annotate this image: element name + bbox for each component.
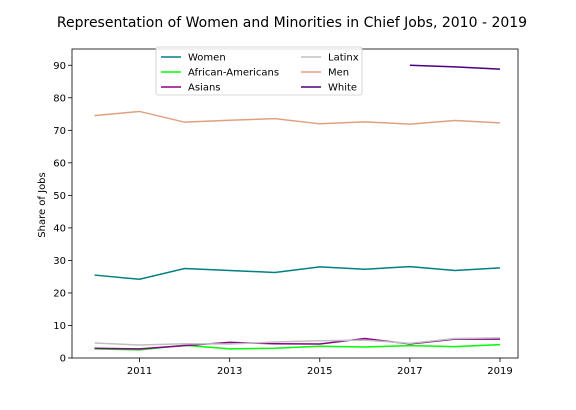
series-line-latinx (94, 337, 500, 346)
legend-box (155, 46, 363, 96)
y-tick-label: 50 (53, 191, 66, 202)
y-tick-label: 40 (53, 223, 66, 234)
x-tick-label: 2017 (397, 366, 422, 377)
y-tick-label: 80 (53, 93, 66, 104)
y-tick-label: 0 (60, 354, 66, 365)
y-tick-label: 60 (53, 158, 66, 169)
y-tick-label: 20 (53, 288, 66, 299)
plot-area: 0 10 20 30 40 50 60 70 80 90 2011 2013 2015 2017 2019 (53, 48, 519, 377)
chart-title: Representation of Women and Minorities i… (57, 15, 527, 31)
x-tick-label: 2019 (487, 366, 512, 377)
y-tick-label: 70 (53, 126, 66, 137)
series-line-men (94, 110, 501, 125)
legend-label-asians: Asians (188, 83, 221, 94)
legend-label-latinx: Latinx (328, 53, 359, 64)
y-tick-label: 10 (53, 321, 66, 332)
y-tick-label: 30 (53, 256, 66, 267)
legend-label-men: Men (328, 68, 349, 79)
y-axis-label: Share of Jobs (37, 172, 48, 237)
y-tick-label: 90 (53, 61, 66, 72)
legend-label-white: White (328, 83, 357, 94)
legend-label-women: Women (188, 53, 226, 64)
x-tick-label: 2015 (307, 366, 332, 377)
x-tick-label: 2011 (127, 366, 152, 377)
x-tick-label: 2013 (217, 366, 242, 377)
series-line-women (94, 265, 501, 281)
legend-label-african-americans: African-Americans (188, 68, 279, 79)
series-line-white (409, 64, 501, 70)
legend: Women African-Americans Asians Latinx Men Whi… (155, 46, 363, 96)
